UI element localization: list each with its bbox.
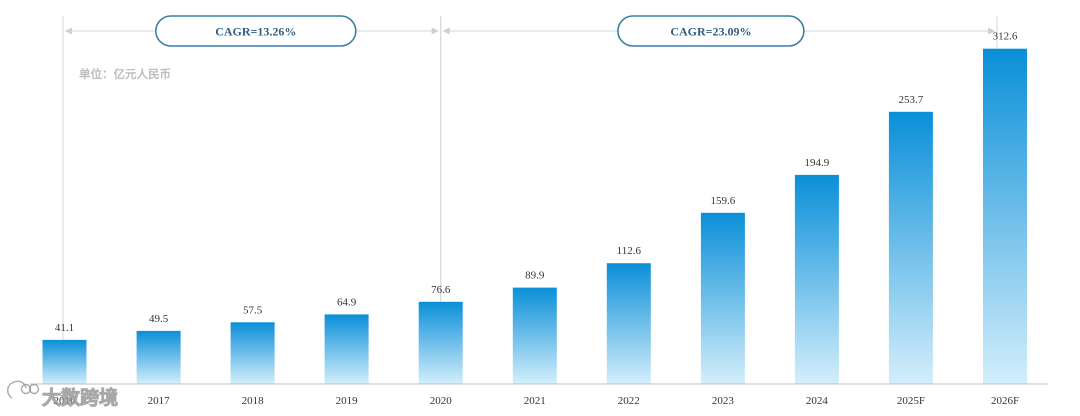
cagr-pill [155,15,357,47]
bar-2022 [606,263,651,384]
bars-group [42,48,1027,385]
arrow-right-icon [988,27,995,35]
bar-2017 [136,330,181,384]
bar-2020 [418,301,463,384]
value-label-2017: 49.5 [149,313,169,325]
bar-2019 [324,314,369,384]
x-tick-2017: 2017 [148,395,171,407]
value-label-2018: 57.5 [243,304,263,316]
cagr-label: CAGR=13.26% [215,25,296,39]
arrow-left-icon [65,27,72,35]
cagr-label: CAGR=23.09% [670,25,751,39]
watermark: 大数跨境 [7,380,118,409]
bar-2021 [512,287,557,384]
x-tick-2026F: 2026F [991,395,1019,407]
bar-2018 [230,322,275,384]
bar-2025F [888,111,933,385]
cagr-pill [617,15,805,47]
value-labels-group: 41.1 49.5 57.5 64.9 76.6 89.9 112.6 159.6 194.9 2… [55,31,1018,334]
value-label-2019: 64.9 [337,296,357,308]
x-tick-2022: 2022 [618,395,640,407]
bar-2026F [983,48,1027,384]
value-label-2021: 89.9 [525,270,545,282]
bar-2024 [794,174,839,384]
value-label-2023: 159.6 [711,195,736,207]
value-label-2026F: 312.6 [993,31,1018,43]
value-label-2024: 194.9 [805,157,830,169]
value-label-2016: 41.1 [55,322,74,334]
watermark-text: 大数跨境 [42,386,118,409]
x-tick-2024: 2024 [806,395,829,407]
arrow-left-icon [442,27,450,35]
x-tick-2025F: 2025F [897,395,925,407]
x-tick-labels-group: 2016 2017 2018 2019 2020 2021 2022 2023 2024 2025… [54,395,1020,407]
x-tick-2019: 2019 [336,395,359,407]
bar-2023 [700,212,745,384]
x-tick-2023: 2023 [712,395,735,407]
x-tick-2021: 2021 [524,395,546,407]
x-tick-2020: 2020 [430,395,453,407]
bar-2016 [42,339,87,384]
value-label-2025F: 253.7 [899,94,924,106]
arrow-right-icon [431,27,439,35]
logo-icon [7,380,40,399]
cagr-annotations: CAGR=13.26% CAGR=23.09% [62,15,998,366]
value-label-2020: 76.6 [431,284,451,296]
value-label-2022: 112.6 [617,245,642,257]
x-tick-2018: 2018 [242,395,265,407]
unit-label: 单位：亿元人民币 [79,67,171,81]
cagr-span-2: CAGR=23.09% [440,15,998,366]
x-tick-2016: 2016 [54,395,77,407]
